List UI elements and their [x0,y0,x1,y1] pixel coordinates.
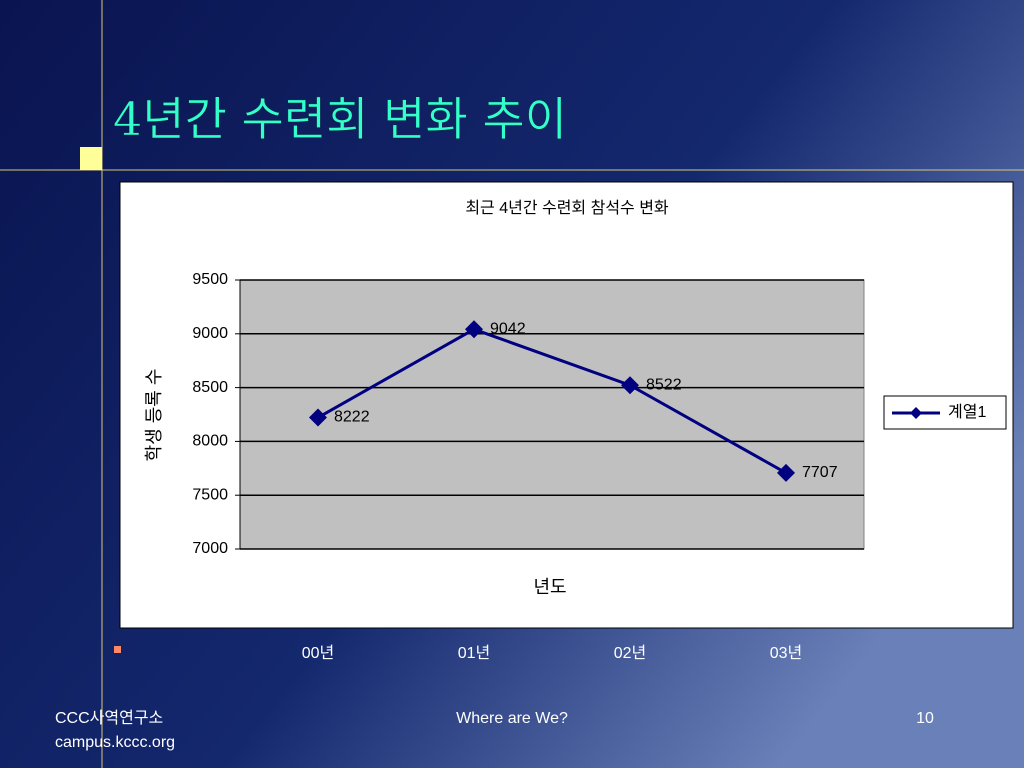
legend-label: 계열1 [948,403,986,421]
footer-site: campus.kccc.org [55,734,175,751]
page-number: 10 [916,710,934,727]
legend-marker [910,407,922,419]
data-label: 8222 [334,409,370,426]
y-tick-label: 8500 [192,379,228,396]
footer-org: CCC사역연구소 [55,709,163,727]
x-tick-label: 01년 [458,644,491,662]
marker [465,320,483,339]
series-line [317,327,787,475]
footer-center: Where are We? [456,710,568,727]
legend [883,395,1007,430]
y-tick-label: 9000 [192,325,228,342]
y-tick-label: 7000 [192,540,228,557]
x-tick-label: 00년 [302,644,335,662]
marker [777,463,795,482]
x-axis-label: 년도 [533,577,566,597]
marker [621,376,639,395]
marker [309,408,327,427]
y-axis-label: 학생 등록 수 [144,369,164,462]
y-tick-label: 9500 [192,271,228,288]
chart-title: 최근 4년간 수련회 참석수 변화 [465,199,669,217]
x-tick-label: 02년 [614,644,647,662]
slide-title: 4년간 수련회 변화 추이 [113,92,567,146]
data-label: 7707 [802,464,838,481]
data-label: 9042 [490,320,526,337]
bullet [114,646,121,653]
y-tick-label: 7500 [192,486,228,503]
data-label: 8522 [646,376,682,393]
accent-square [80,147,102,170]
y-tick-label: 8000 [192,433,228,450]
x-tick-label: 03년 [770,644,803,662]
